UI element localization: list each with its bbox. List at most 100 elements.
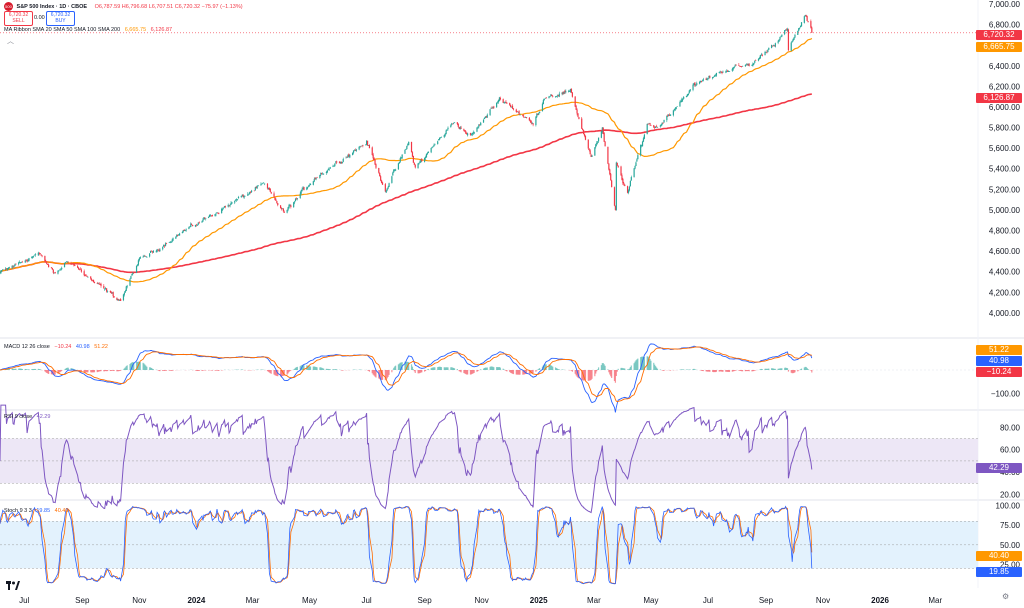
macd-hist-bar [452, 367, 454, 370]
macd-hist-bar [656, 368, 659, 370]
macd-hist-bar [72, 368, 74, 370]
candle-body [157, 249, 159, 251]
candle-body [798, 28, 800, 31]
macd-hist-bar [90, 370, 92, 373]
time-axis-tick: Nov [475, 596, 489, 605]
candle-body [98, 283, 100, 285]
macd-hist-bar [171, 370, 173, 371]
candle-body [667, 115, 669, 116]
macd-hist-bar [33, 368, 35, 370]
macd-hist-bar [380, 370, 383, 381]
candle-body [595, 144, 597, 148]
macd-hist-bar [57, 370, 59, 374]
candle-body [178, 233, 181, 236]
macd-hist-bar [544, 364, 546, 370]
macd-hist-bar [465, 370, 467, 375]
macd-hist-bar [437, 367, 439, 370]
time-axis-tick: Sep [75, 596, 90, 605]
macd-hist-bar [582, 370, 584, 381]
macd-hist-bar [482, 368, 485, 370]
macd-hist-bar [294, 367, 297, 370]
candle-body [700, 81, 703, 82]
macd-hist-bar [459, 370, 461, 372]
macd-hist-bar [120, 370, 122, 371]
macd-hist-bar [48, 370, 50, 374]
macd-hist-bar [432, 367, 434, 370]
candle-body [315, 178, 317, 180]
macd-hist-bar [555, 368, 558, 370]
candle-body [583, 130, 585, 135]
macd-tag-macd: 40.98 [976, 356, 1022, 366]
stoch-legend[interactable]: Stoch 9 3 3 19.85 40.40 [4, 508, 68, 514]
time-axis-tick: Sep [759, 596, 774, 605]
candle-body [103, 285, 105, 289]
candle-body [13, 266, 15, 268]
candle-body [780, 36, 782, 38]
candle-body [181, 231, 183, 234]
macd-hist-bar [785, 367, 788, 370]
macd-hist-bar [100, 370, 102, 372]
macd-hist-bar [335, 369, 337, 370]
symbol-title[interactable]: S&P 500 Index · 1D · CBOE [16, 3, 88, 10]
candle-body [648, 123, 650, 124]
macd-hist-bar [444, 367, 446, 370]
macd-hist-bar [28, 369, 30, 370]
candle-body [675, 107, 677, 110]
macd-hist-bar [404, 361, 406, 370]
candle-body [411, 152, 414, 157]
candle-body [491, 107, 493, 109]
macd-hist-bar [726, 370, 728, 372]
macd-hist-bar [405, 361, 407, 370]
ma-ribbon-legend[interactable]: MA Ribbon SMA 20 SMA 50 SMA 100 SMA 200 … [4, 27, 172, 33]
macd-hist-bar [747, 370, 749, 372]
macd-hist-bar [781, 368, 783, 370]
candle-body [221, 208, 224, 210]
macd-hist-bar [701, 370, 703, 371]
candle-body [727, 70, 730, 72]
macd-hist-bar [270, 370, 272, 374]
macd-hist-bar [8, 368, 10, 370]
macd-hist-bar [91, 370, 94, 373]
candle-body [702, 79, 704, 81]
macd-hist-bar [443, 367, 445, 370]
macd-hist-bar [720, 370, 722, 372]
macd-hist-bar [13, 368, 15, 370]
candle-body [410, 141, 413, 153]
candle-body [83, 271, 85, 276]
macd-legend[interactable]: MACD 12 26 close −10.24 40.98 51.22 [4, 344, 108, 350]
macd-hist-bar [125, 366, 127, 370]
stoch-axis-tick: 25.00 [1000, 560, 1021, 569]
candle-body [139, 257, 141, 259]
collapse-legend-icon[interactable]: ︿ [7, 38, 14, 45]
macd-hist-bar [96, 370, 98, 373]
candle-body [786, 28, 789, 31]
gear-icon[interactable]: ⚙ [1002, 592, 1010, 601]
rsi-legend[interactable]: RSI 9 close 42.29 [4, 414, 50, 420]
candle-body [433, 145, 435, 147]
time-axis-tick: 2026 [871, 596, 889, 605]
macd-hist-bar [467, 370, 469, 375]
buy-button[interactable]: 6,720.32 BUY [46, 11, 75, 26]
sell-button[interactable]: 6,720.32 SELL [4, 11, 33, 26]
candle-body [574, 96, 576, 107]
candle-body [516, 111, 518, 112]
macd-hist-bar [490, 366, 492, 370]
macd-hist-bar [19, 368, 22, 370]
macd-hist-bar [64, 368, 67, 370]
candle-body [504, 102, 506, 104]
macd-hist-bar [319, 367, 321, 370]
candle-body [576, 109, 578, 114]
macd-hist-bar [793, 370, 795, 373]
candle-body [283, 212, 285, 213]
candle-body [417, 163, 419, 169]
macd-hist-bar [447, 367, 449, 370]
macd-hist-bar [21, 368, 24, 370]
macd-hist-bar [119, 370, 121, 371]
candle-body [228, 205, 230, 207]
candle-body [19, 261, 21, 263]
macd-hist-bar [202, 370, 204, 371]
time-axis-tick: Nov [132, 596, 146, 605]
candle-body [740, 66, 742, 67]
macd-hist-bar [608, 370, 610, 373]
